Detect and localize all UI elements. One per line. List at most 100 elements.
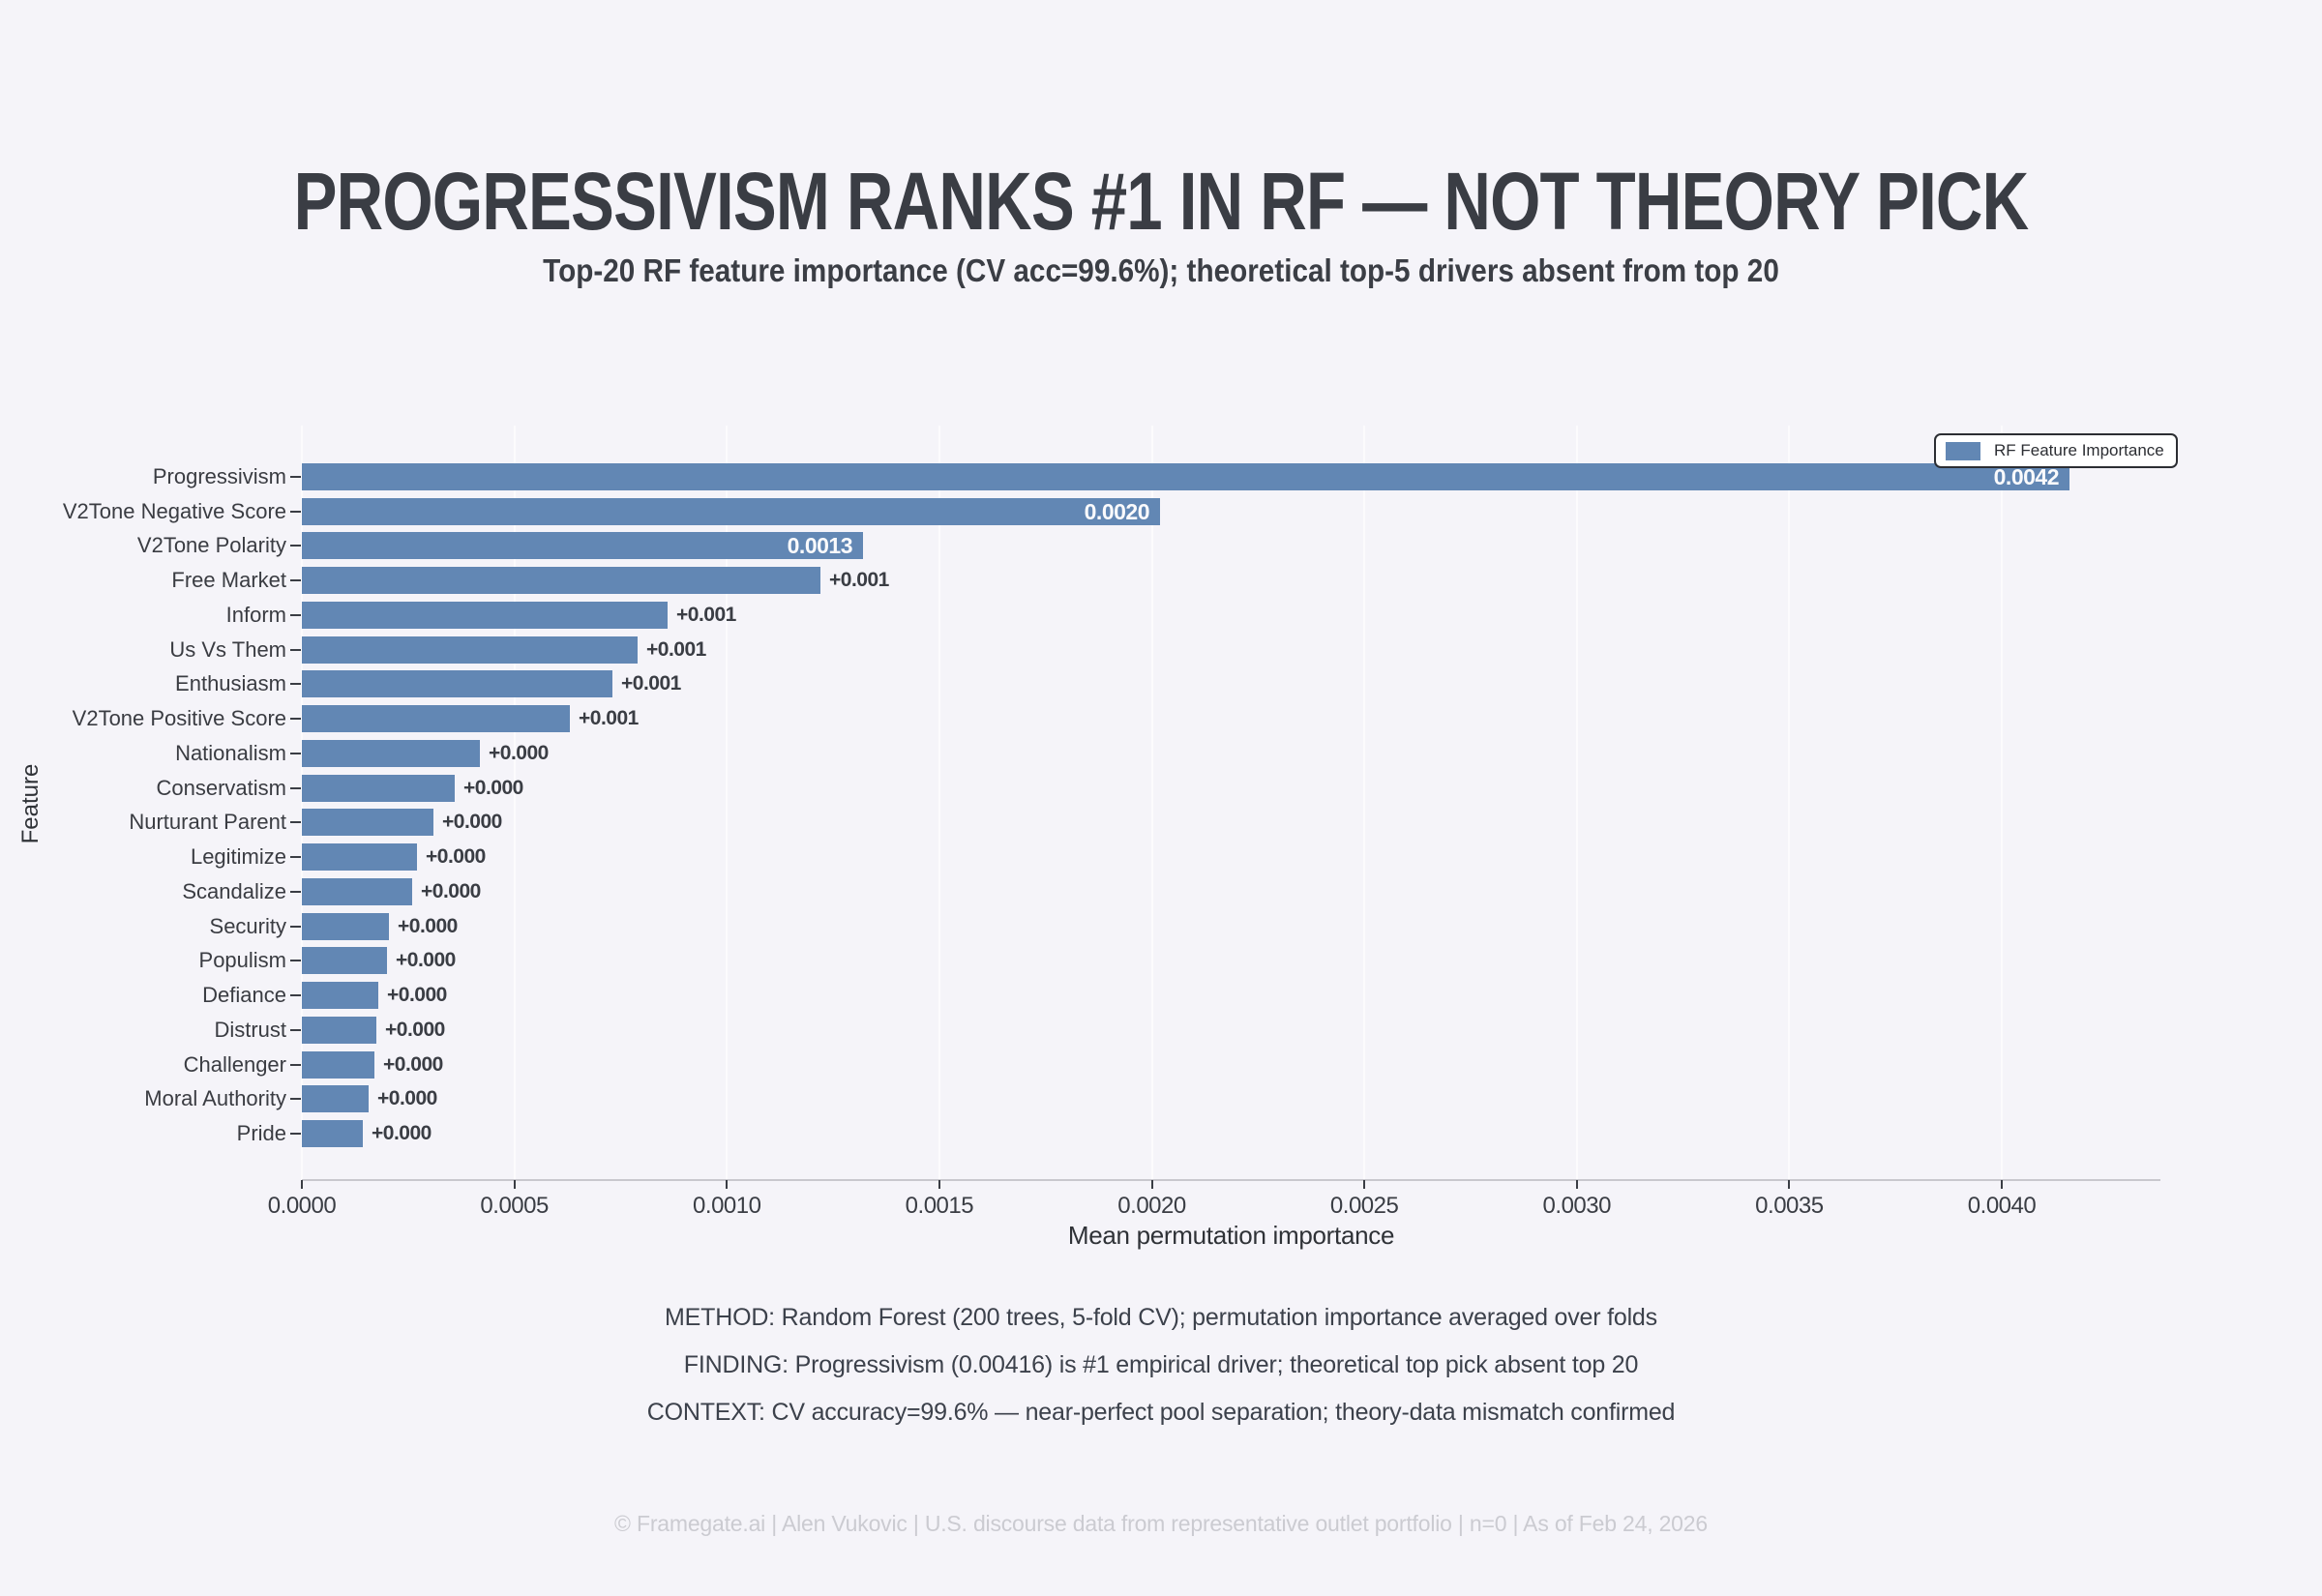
bar-value-label: +0.000: [463, 777, 523, 799]
bar-value-label: +0.001: [579, 707, 639, 729]
x-tick-label: 0.0015: [905, 1193, 974, 1219]
bar: [302, 1085, 369, 1112]
y-tick-label: Inform: [225, 602, 286, 627]
x-tick-label: 0.0025: [1329, 1193, 1399, 1219]
bar-value-label: +0.001: [676, 604, 736, 626]
y-tick-label: Security: [209, 913, 286, 938]
copyright-line: © Framegate.ai | Alen Vukovic | U.S. dis…: [614, 1511, 1708, 1536]
bar-value-label: +0.001: [829, 569, 889, 591]
y-tick-label: Pride: [236, 1121, 286, 1146]
y-tick-mark: [290, 1133, 301, 1136]
y-tick-label: Defiance: [202, 983, 286, 1008]
y-tick-label: V2Tone Negative Score: [62, 498, 286, 523]
y-tick-label: Progressivism: [152, 464, 286, 488]
gridline: [513, 426, 516, 1180]
bar: [302, 670, 612, 697]
y-tick-mark: [290, 856, 301, 859]
x-tick-mark: [301, 1180, 303, 1189]
bar: [302, 463, 2069, 490]
bar-value-label: +0.000: [396, 949, 456, 971]
y-tick-label: Distrust: [214, 1017, 286, 1042]
gridline: [1150, 426, 1153, 1180]
gridline: [1363, 426, 1366, 1180]
gridline: [1788, 426, 1791, 1180]
legend-label: RF Feature Importance: [1994, 441, 2164, 459]
bar-value-label: +0.001: [621, 672, 681, 695]
x-tick-mark: [938, 1180, 940, 1189]
bar: [302, 636, 638, 664]
gridline: [1575, 426, 1578, 1180]
bar-value-label: 0.0042: [1993, 464, 2060, 489]
bar-value-label: +0.000: [377, 1087, 437, 1109]
bar-value-label: +0.000: [385, 1019, 445, 1041]
y-tick-mark: [290, 510, 301, 513]
x-tick-mark: [2001, 1180, 2003, 1189]
y-tick-mark: [290, 1028, 301, 1031]
y-tick-label: Scandalize: [182, 878, 286, 903]
x-tick-label: 0.0010: [693, 1193, 761, 1219]
x-tick-mark: [1788, 1180, 1791, 1189]
x-tick-label: 0.0030: [1542, 1193, 1612, 1219]
y-tick-label: Conservatism: [156, 775, 286, 800]
y-tick-mark: [290, 890, 301, 893]
y-tick-mark: [290, 683, 301, 686]
x-tick-mark: [1575, 1180, 1578, 1189]
y-tick-label: Nationalism: [175, 740, 286, 765]
x-axis-label: Mean permutation importance: [1067, 1221, 1395, 1250]
x-tick-mark: [513, 1180, 516, 1189]
y-tick-mark: [290, 648, 301, 651]
bar: [302, 1051, 374, 1079]
bar: [302, 740, 480, 767]
x-tick-label: 0.0040: [1967, 1193, 2037, 1219]
y-tick-label: V2Tone Polarity: [136, 533, 286, 558]
legend: RF Feature Importance: [1934, 433, 2178, 468]
context-note: CONTEXT: CV accuracy=99.6% — near-perfec…: [646, 1399, 1676, 1426]
y-tick-mark: [290, 579, 301, 582]
y-tick-mark: [290, 786, 301, 789]
y-tick-label: V2Tone Positive Score: [72, 706, 286, 731]
y-tick-mark: [290, 821, 301, 824]
y-tick-label: Moral Authority: [144, 1086, 286, 1111]
y-tick-label: Free Market: [171, 568, 286, 593]
bar: [302, 982, 378, 1009]
y-tick-mark: [290, 925, 301, 928]
y-tick-mark: [290, 1098, 301, 1101]
y-tick-label: Populism: [198, 948, 286, 973]
y-tick-mark: [290, 718, 301, 721]
y-tick-label: Us Vs Them: [169, 636, 286, 662]
bar: [302, 843, 417, 871]
x-tick-label: 0.0020: [1117, 1193, 1186, 1219]
y-tick-mark: [290, 994, 301, 997]
finding-note: FINDING: Progressivism (0.00416) is #1 e…: [683, 1351, 1639, 1378]
bar: [302, 913, 389, 940]
y-tick-mark: [290, 476, 301, 478]
x-tick-mark: [1363, 1180, 1366, 1189]
bar: [302, 809, 433, 836]
gridline: [938, 426, 940, 1180]
x-tick-label: 0.0035: [1755, 1193, 1824, 1219]
bar: [302, 878, 412, 905]
bar-value-label: +0.001: [646, 638, 706, 661]
bar: [302, 1120, 363, 1147]
bar-value-label: +0.000: [442, 811, 502, 833]
bar-value-label: +0.000: [383, 1053, 443, 1076]
x-tick-label: 0.0005: [480, 1193, 549, 1219]
x-tick-mark: [1150, 1180, 1153, 1189]
bar-value-label: 0.0013: [787, 533, 853, 558]
legend-swatch-icon: [1946, 441, 1980, 460]
y-tick-label: Legitimize: [190, 844, 286, 870]
bar-value-label: +0.000: [489, 742, 549, 764]
bar-value-label: +0.000: [387, 984, 447, 1006]
bar: [302, 567, 820, 594]
y-tick-mark: [290, 613, 301, 616]
x-axis-line: [302, 1179, 2160, 1181]
y-tick-label: Nurturant Parent: [129, 810, 286, 835]
bar: [302, 1017, 376, 1044]
y-axis-label: Feature: [17, 763, 44, 844]
y-tick-mark: [290, 752, 301, 754]
bar: [302, 705, 570, 732]
gridline: [2001, 426, 2003, 1180]
bar: [302, 947, 387, 974]
bar-value-label: +0.000: [421, 880, 481, 902]
